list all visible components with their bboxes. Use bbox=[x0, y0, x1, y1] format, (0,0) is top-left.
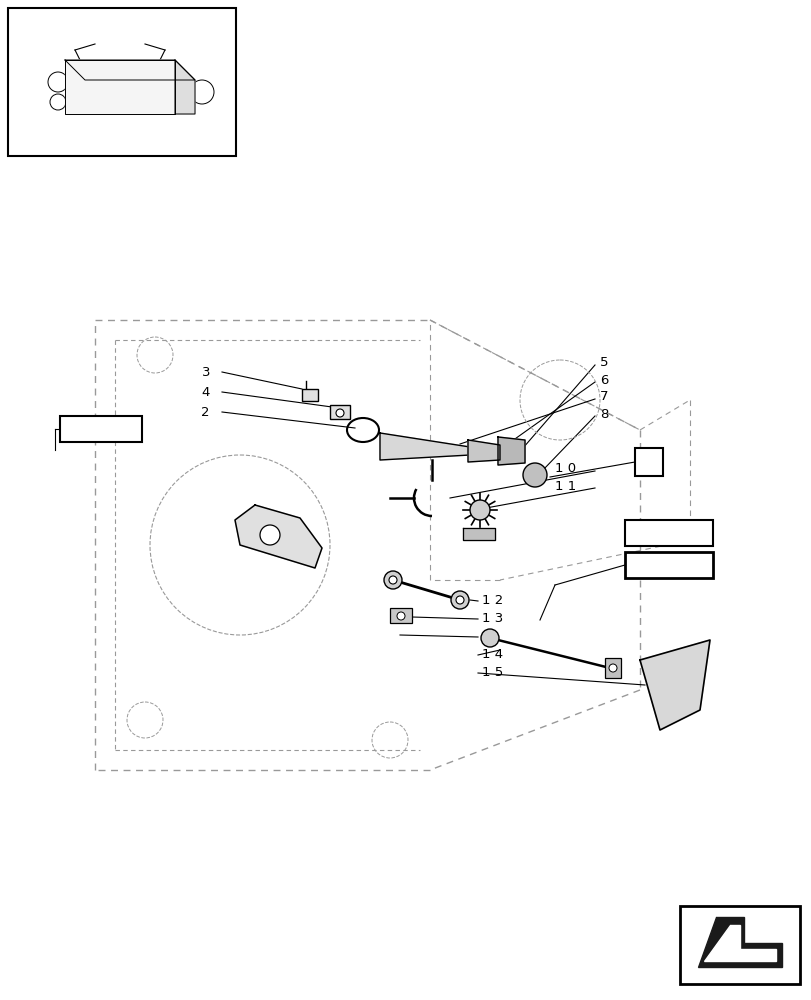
Bar bbox=[604, 658, 620, 678]
Polygon shape bbox=[462, 528, 495, 540]
Bar bbox=[624, 552, 712, 578]
Text: 6: 6 bbox=[599, 373, 607, 386]
Polygon shape bbox=[380, 433, 470, 460]
Text: 5: 5 bbox=[599, 357, 607, 369]
Polygon shape bbox=[65, 60, 195, 80]
Polygon shape bbox=[697, 921, 781, 957]
Polygon shape bbox=[639, 640, 709, 730]
Circle shape bbox=[384, 571, 401, 589]
Polygon shape bbox=[467, 440, 500, 462]
Bar bbox=[60, 416, 142, 442]
Circle shape bbox=[456, 596, 463, 604]
Text: 1 5: 1 5 bbox=[482, 666, 503, 678]
Circle shape bbox=[480, 629, 499, 647]
Polygon shape bbox=[175, 60, 195, 114]
Bar bbox=[389, 608, 411, 623]
Circle shape bbox=[397, 612, 405, 620]
Bar bbox=[8, 8, 236, 156]
Text: 9: 9 bbox=[644, 456, 652, 468]
Text: 1 0: 1 0 bbox=[554, 462, 576, 476]
Circle shape bbox=[336, 409, 344, 417]
Text: 4: 4 bbox=[201, 385, 210, 398]
Text: 3: 3 bbox=[201, 365, 210, 378]
Polygon shape bbox=[234, 505, 322, 568]
Polygon shape bbox=[697, 917, 781, 967]
Polygon shape bbox=[703, 925, 775, 961]
Text: 1.82.0: 1.82.0 bbox=[648, 526, 688, 540]
Bar bbox=[679, 906, 799, 984]
Bar bbox=[329, 405, 350, 419]
Text: 1 2: 1 2 bbox=[482, 593, 503, 606]
Bar bbox=[634, 448, 663, 476]
Polygon shape bbox=[497, 437, 525, 465]
Circle shape bbox=[470, 500, 489, 520]
Text: 1 4: 1 4 bbox=[482, 648, 503, 660]
Polygon shape bbox=[65, 60, 175, 114]
Text: 1: 1 bbox=[482, 630, 490, 643]
Circle shape bbox=[260, 525, 280, 545]
Circle shape bbox=[608, 664, 616, 672]
Text: 7: 7 bbox=[599, 390, 607, 403]
Circle shape bbox=[388, 576, 397, 584]
Circle shape bbox=[522, 463, 547, 487]
Text: 8: 8 bbox=[599, 408, 607, 420]
Text: PAG.1: PAG.1 bbox=[83, 422, 119, 436]
Circle shape bbox=[450, 591, 469, 609]
Text: 2: 2 bbox=[201, 406, 210, 418]
Bar bbox=[624, 520, 712, 546]
Bar bbox=[302, 389, 318, 401]
Text: 1 3: 1 3 bbox=[482, 611, 503, 624]
Text: 1 1: 1 1 bbox=[554, 480, 576, 492]
Text: PAG.1: PAG.1 bbox=[650, 558, 686, 572]
